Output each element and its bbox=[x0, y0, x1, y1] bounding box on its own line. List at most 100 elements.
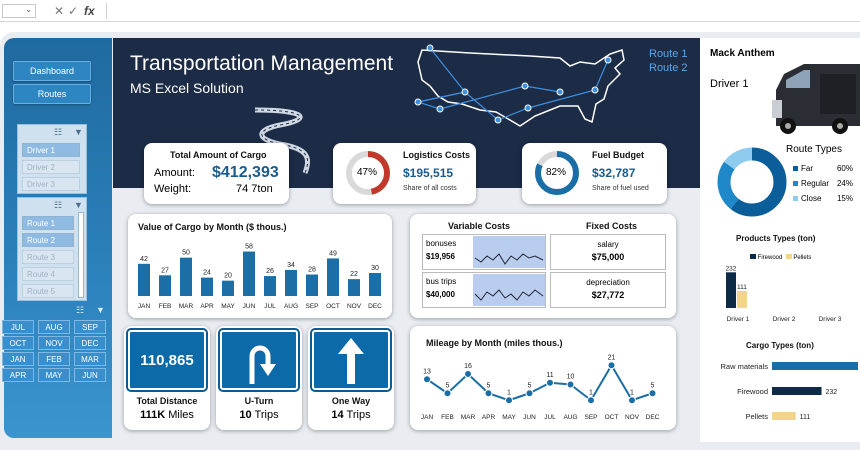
month-sep[interactable]: SEP bbox=[74, 320, 106, 334]
x-tick-label: JUN bbox=[523, 414, 536, 421]
month-jul[interactable]: JUL bbox=[2, 320, 34, 334]
month-nov[interactable]: NOV bbox=[38, 336, 70, 350]
data-point bbox=[505, 396, 513, 405]
point-data-label: 21 bbox=[608, 354, 616, 361]
x-tick-label: DEC bbox=[368, 303, 382, 310]
x-tick-label: Driver 3 bbox=[819, 316, 842, 323]
point-data-label: 1 bbox=[589, 389, 593, 396]
x-tick-label: JAN bbox=[421, 414, 434, 421]
depreciation-value: $27,772 bbox=[591, 290, 625, 300]
point-data-label: 10 bbox=[567, 374, 575, 381]
bar bbox=[726, 272, 736, 308]
month-may[interactable]: MAY bbox=[38, 368, 70, 382]
slicer-item-driver-2[interactable]: Driver 2 bbox=[22, 160, 80, 174]
filter-icon[interactable]: ▼ bbox=[74, 127, 83, 137]
x-tick-label: SEP bbox=[584, 414, 597, 421]
driver-name: Driver 1 bbox=[710, 78, 749, 90]
x-tick-label: NOV bbox=[625, 414, 640, 421]
products-chart: 232 111 Driver 1 Driver 2 Driver 3 bbox=[726, 265, 842, 323]
legend-route-2: Route 2 bbox=[649, 62, 688, 74]
fx-icon[interactable]: fx bbox=[84, 4, 95, 18]
month-dec[interactable]: DEC bbox=[74, 336, 106, 350]
line-chart: 13 JAN 5 FEB 16 MAR 5 APR 1 MAY 5 JUN 11 JUL 10 AUG 1 SEP… bbox=[421, 354, 660, 421]
month-feb[interactable]: FEB bbox=[38, 352, 70, 366]
distance-label: Total Distance bbox=[136, 396, 198, 406]
uturn-sign bbox=[218, 328, 300, 392]
slicer-item-route-3[interactable]: Route 3 bbox=[22, 250, 74, 264]
slicer-item-route-4[interactable]: Route 4 bbox=[22, 267, 74, 281]
data-point bbox=[484, 389, 493, 398]
legend-item: Close 15% bbox=[793, 194, 857, 209]
fuel-budget-card: 82% Fuel Budget $32,787 Share of fuel us… bbox=[522, 143, 667, 204]
bar bbox=[306, 274, 318, 296]
month-aug[interactable]: AUG bbox=[38, 320, 70, 334]
legend-swatch bbox=[793, 196, 798, 201]
multi-select-icon[interactable]: ☷ bbox=[54, 127, 63, 137]
legend-swatch bbox=[785, 254, 792, 259]
slicer-item-route-1[interactable]: Route 1 bbox=[22, 216, 74, 230]
bar bbox=[285, 269, 297, 296]
bus-trips-box: bus trips $40,000 bbox=[422, 272, 546, 308]
series-line bbox=[426, 364, 653, 402]
bar bbox=[201, 277, 213, 296]
x-tick-label: JUN bbox=[243, 303, 256, 310]
cargo-types-title: Cargo Types (ton) bbox=[746, 341, 814, 350]
month-mar[interactable]: MAR bbox=[74, 352, 106, 366]
name-box[interactable]: ⌄ bbox=[2, 4, 36, 18]
x-tick-label: MAR bbox=[461, 414, 476, 421]
card-title: Fuel Budget bbox=[592, 150, 644, 160]
depreciation-box: depreciation $27,772 bbox=[550, 272, 666, 308]
chart-title: Mileage by Month (miles thous.) bbox=[426, 338, 563, 348]
logistics-value: $195,515 bbox=[403, 166, 454, 180]
mileage-chart: Mileage by Month (miles thous.) 13 JAN 5 FE… bbox=[410, 326, 676, 430]
legend-label: Regular bbox=[801, 179, 830, 188]
route-types-legend: Far 60% Regular 24% Close 15% bbox=[793, 164, 857, 209]
truck-company: Mack Anthem bbox=[710, 48, 775, 59]
legend-swatch bbox=[750, 254, 756, 259]
page-title: Transportation Management bbox=[130, 52, 394, 75]
products-legend: Firewood Pellets bbox=[750, 254, 811, 261]
slicer-item-route-2[interactable]: Route 2 bbox=[22, 233, 74, 247]
filter-icon[interactable]: ▼ bbox=[96, 305, 105, 315]
card-title: Logistics Costs bbox=[403, 150, 471, 160]
oneway-amount: 14 Trips bbox=[331, 409, 371, 421]
data-point bbox=[587, 396, 595, 405]
month-apr[interactable]: APR bbox=[2, 368, 34, 382]
scrollbar[interactable] bbox=[78, 212, 84, 298]
month-jun[interactable]: JUN bbox=[74, 368, 106, 382]
variable-costs-title: Variable Costs bbox=[448, 221, 511, 231]
slicer-item-driver-3[interactable]: Driver 3 bbox=[22, 177, 80, 191]
enter-icon[interactable]: ✓ bbox=[68, 4, 79, 18]
x-tick-label: DEC bbox=[646, 414, 660, 421]
legend-label: Close bbox=[801, 194, 822, 203]
bar bbox=[772, 387, 822, 395]
legend-swatch bbox=[793, 166, 798, 171]
dashboard-button[interactable]: Dashboard bbox=[13, 61, 91, 81]
month-jan[interactable]: JAN bbox=[2, 352, 34, 366]
x-tick-label: FEB bbox=[159, 303, 172, 310]
bar-data-label: 34 bbox=[287, 262, 295, 269]
multi-select-icon[interactable]: ☷ bbox=[76, 305, 85, 315]
bar-data-label: 42 bbox=[140, 256, 148, 263]
bar-data-label: 232 bbox=[826, 389, 838, 396]
point-data-label: 1 bbox=[630, 389, 634, 396]
x-tick-label: JUL bbox=[264, 303, 276, 310]
fuel-percent: 82% bbox=[546, 167, 567, 178]
multi-select-icon[interactable]: ☷ bbox=[54, 200, 63, 210]
bar-data-label: 50 bbox=[182, 250, 190, 257]
x-tick-label: AUG bbox=[284, 303, 298, 310]
x-tick-label: MAY bbox=[502, 414, 516, 421]
month-oct[interactable]: OCT bbox=[2, 336, 34, 350]
filter-icon[interactable]: ▼ bbox=[74, 200, 83, 210]
formula-input[interactable] bbox=[106, 3, 860, 19]
us-map bbox=[414, 44, 625, 127]
x-tick-label: FEB bbox=[441, 414, 454, 421]
slicer-item-driver-1[interactable]: Driver 1 bbox=[22, 143, 80, 157]
bar bbox=[222, 280, 234, 296]
bonuses-label: bonuses bbox=[426, 239, 457, 248]
cancel-icon[interactable]: ✕ bbox=[54, 4, 65, 18]
chevron-down-icon: ⌄ bbox=[25, 5, 32, 14]
slicer-item-route-5[interactable]: Route 5 bbox=[22, 284, 74, 298]
weight-label: Weight: bbox=[154, 183, 192, 195]
routes-button[interactable]: Routes bbox=[13, 84, 91, 104]
